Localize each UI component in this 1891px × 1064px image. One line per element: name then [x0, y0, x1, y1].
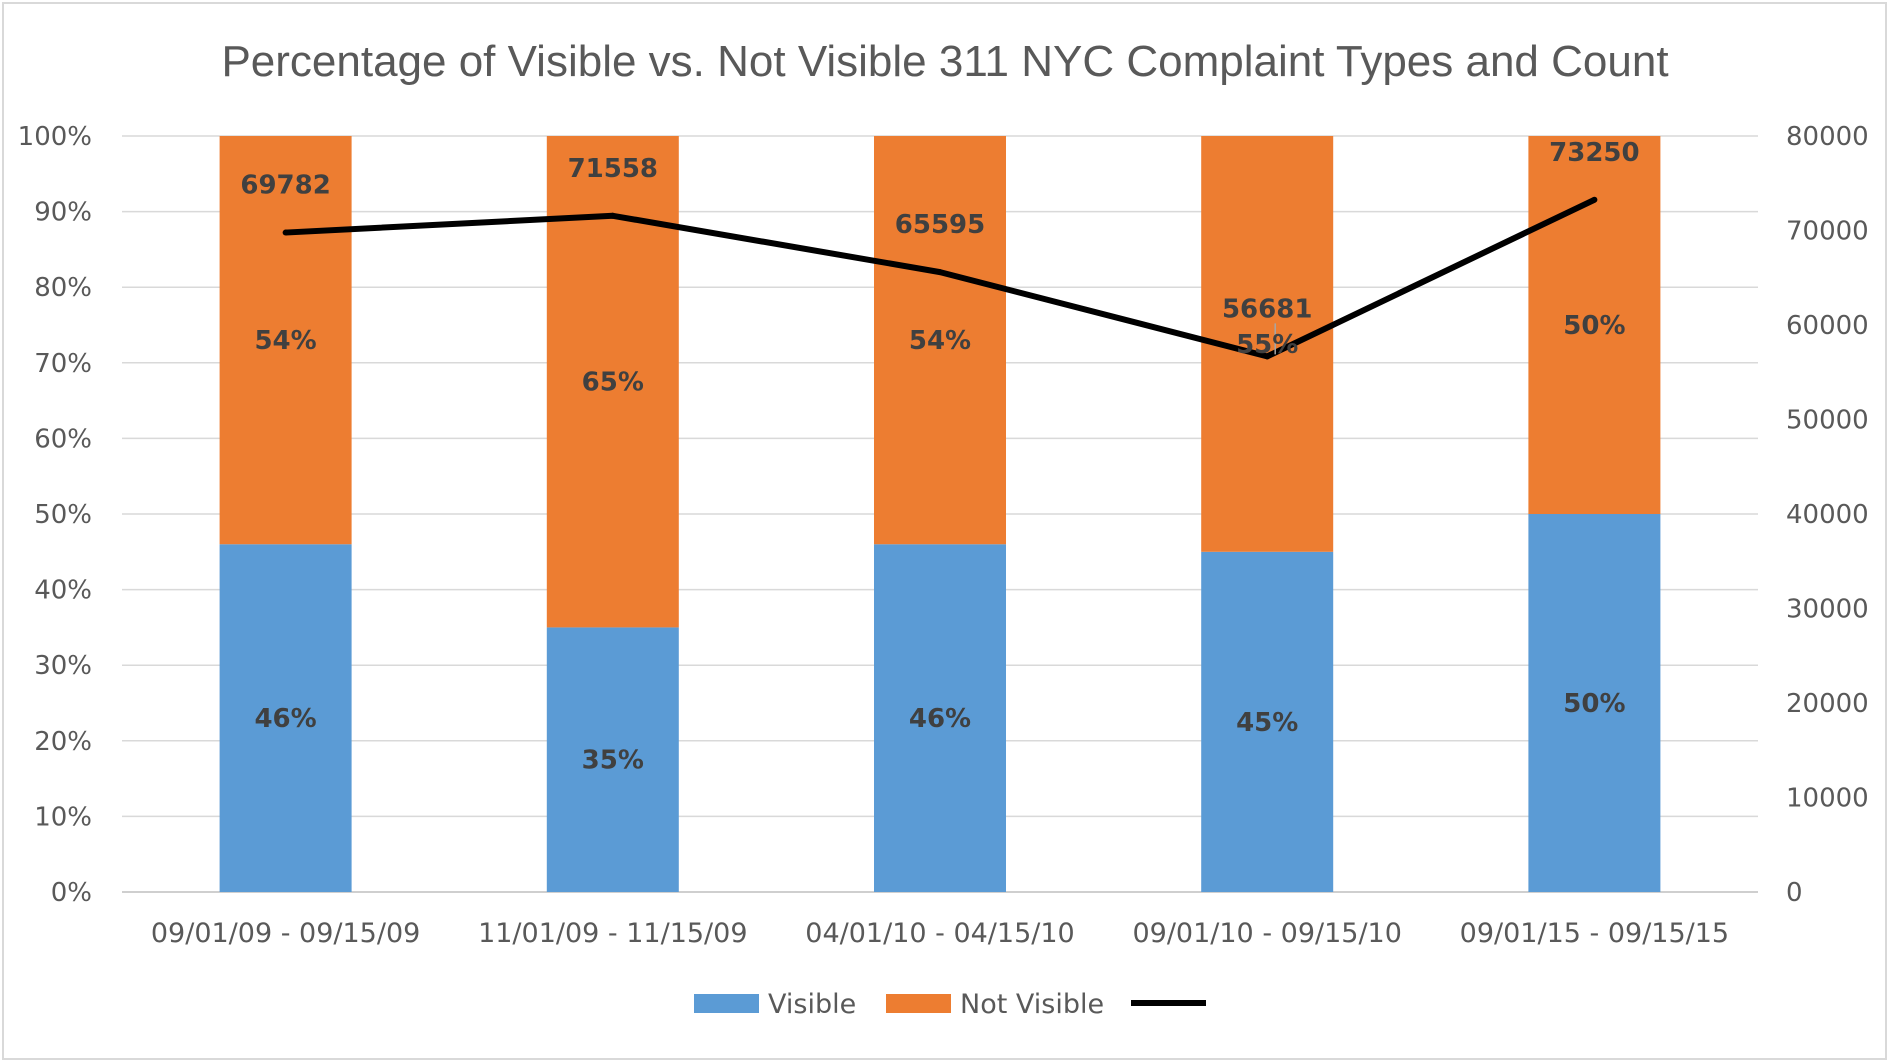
not-visible-pct-label: 55%: [1236, 330, 1298, 360]
category-label: 09/01/09 - 09/15/09: [151, 918, 420, 949]
category-label: 04/01/10 - 04/15/10: [805, 918, 1074, 949]
left-tick-label: 30%: [34, 651, 92, 681]
legend-label-visible: Visible: [768, 989, 856, 1020]
not-visible-pct-label: 65%: [582, 368, 644, 398]
not-visible-pct-label: 54%: [909, 326, 971, 356]
legend-swatch-visible: [694, 994, 759, 1013]
count-point: [609, 212, 616, 219]
bar-visible: [219, 544, 352, 892]
bar-visible: [546, 627, 679, 892]
visible-pct-label: 45%: [1236, 708, 1298, 738]
bar-visible: [1201, 551, 1334, 892]
not-visible-pct-label: 50%: [1563, 311, 1625, 341]
count-point: [282, 229, 289, 236]
right-tick-label: 60000: [1786, 311, 1869, 341]
visible-pct-label: 46%: [254, 704, 316, 734]
count-point: [937, 269, 943, 276]
category-labels: 09/01/09 - 09/15/09 11/01/09 - 11/15/09 04…: [151, 918, 1729, 949]
category-label: 09/01/15 - 09/15/15: [1460, 918, 1729, 949]
right-tick-label: 10000: [1786, 784, 1869, 814]
left-tick-label: 60%: [34, 424, 92, 454]
right-tick-label: 40000: [1786, 500, 1869, 530]
chart-title: Percentage of Visible vs. Not Visible 31…: [221, 37, 1668, 86]
visible-pct-label: 50%: [1563, 689, 1625, 719]
count-line-layer: [282, 196, 1598, 360]
right-tick-label: 0: [1786, 878, 1803, 908]
category-label: 09/01/10 - 09/15/10: [1132, 918, 1401, 949]
not-visible-pct-label: 54%: [254, 326, 316, 356]
left-tick-label: 80%: [34, 273, 92, 303]
visible-pct-label: 35%: [582, 746, 644, 776]
right-tick-label: 50000: [1786, 406, 1869, 436]
count-label: 71558: [568, 154, 658, 184]
left-tick-label: 100%: [18, 122, 92, 152]
count-point: [1264, 353, 1271, 360]
right-tick-label: 70000: [1786, 217, 1869, 247]
count-label: 69782: [240, 171, 330, 201]
count-label: 56681: [1222, 294, 1312, 324]
right-axis-ticks: 0 10000 20000 30000 40000 50000 60000 70000 8000…: [1786, 122, 1869, 908]
left-tick-label: 90%: [34, 198, 92, 228]
left-axis-ticks: 0% 10% 20% 30% 40% 50% 60% 70% 80% 90% 100%: [18, 122, 92, 908]
count-label: 65595: [895, 210, 985, 240]
data-labels: 46% 54% 35% 65% 46% 54% 45% 55% 50% 50% 69782 71558…: [240, 138, 1639, 776]
left-tick-label: 20%: [34, 727, 92, 757]
left-tick-label: 50%: [34, 500, 92, 530]
bar-visible: [874, 544, 1006, 892]
category-label: 11/01/09 - 11/15/09: [478, 918, 747, 949]
legend-label-not-visible: Not Visible: [960, 989, 1104, 1020]
visible-pct-label: 46%: [909, 704, 971, 734]
bar-visible: [1528, 514, 1661, 892]
left-tick-label: 40%: [34, 576, 92, 606]
bar-not-visible: [219, 136, 352, 545]
left-tick-label: 70%: [34, 349, 92, 379]
left-tick-label: 0%: [51, 878, 92, 908]
count-point: [1591, 196, 1598, 203]
legend: Visible Not Visible: [694, 989, 1206, 1020]
right-tick-label: 20000: [1786, 689, 1869, 719]
right-tick-label: 80000: [1786, 122, 1869, 152]
count-label: 73250: [1549, 138, 1639, 168]
right-tick-label: 30000: [1786, 595, 1869, 625]
bar-not-visible: [874, 136, 1006, 545]
left-tick-label: 10%: [34, 802, 92, 832]
legend-swatch-not-visible: [886, 994, 951, 1013]
